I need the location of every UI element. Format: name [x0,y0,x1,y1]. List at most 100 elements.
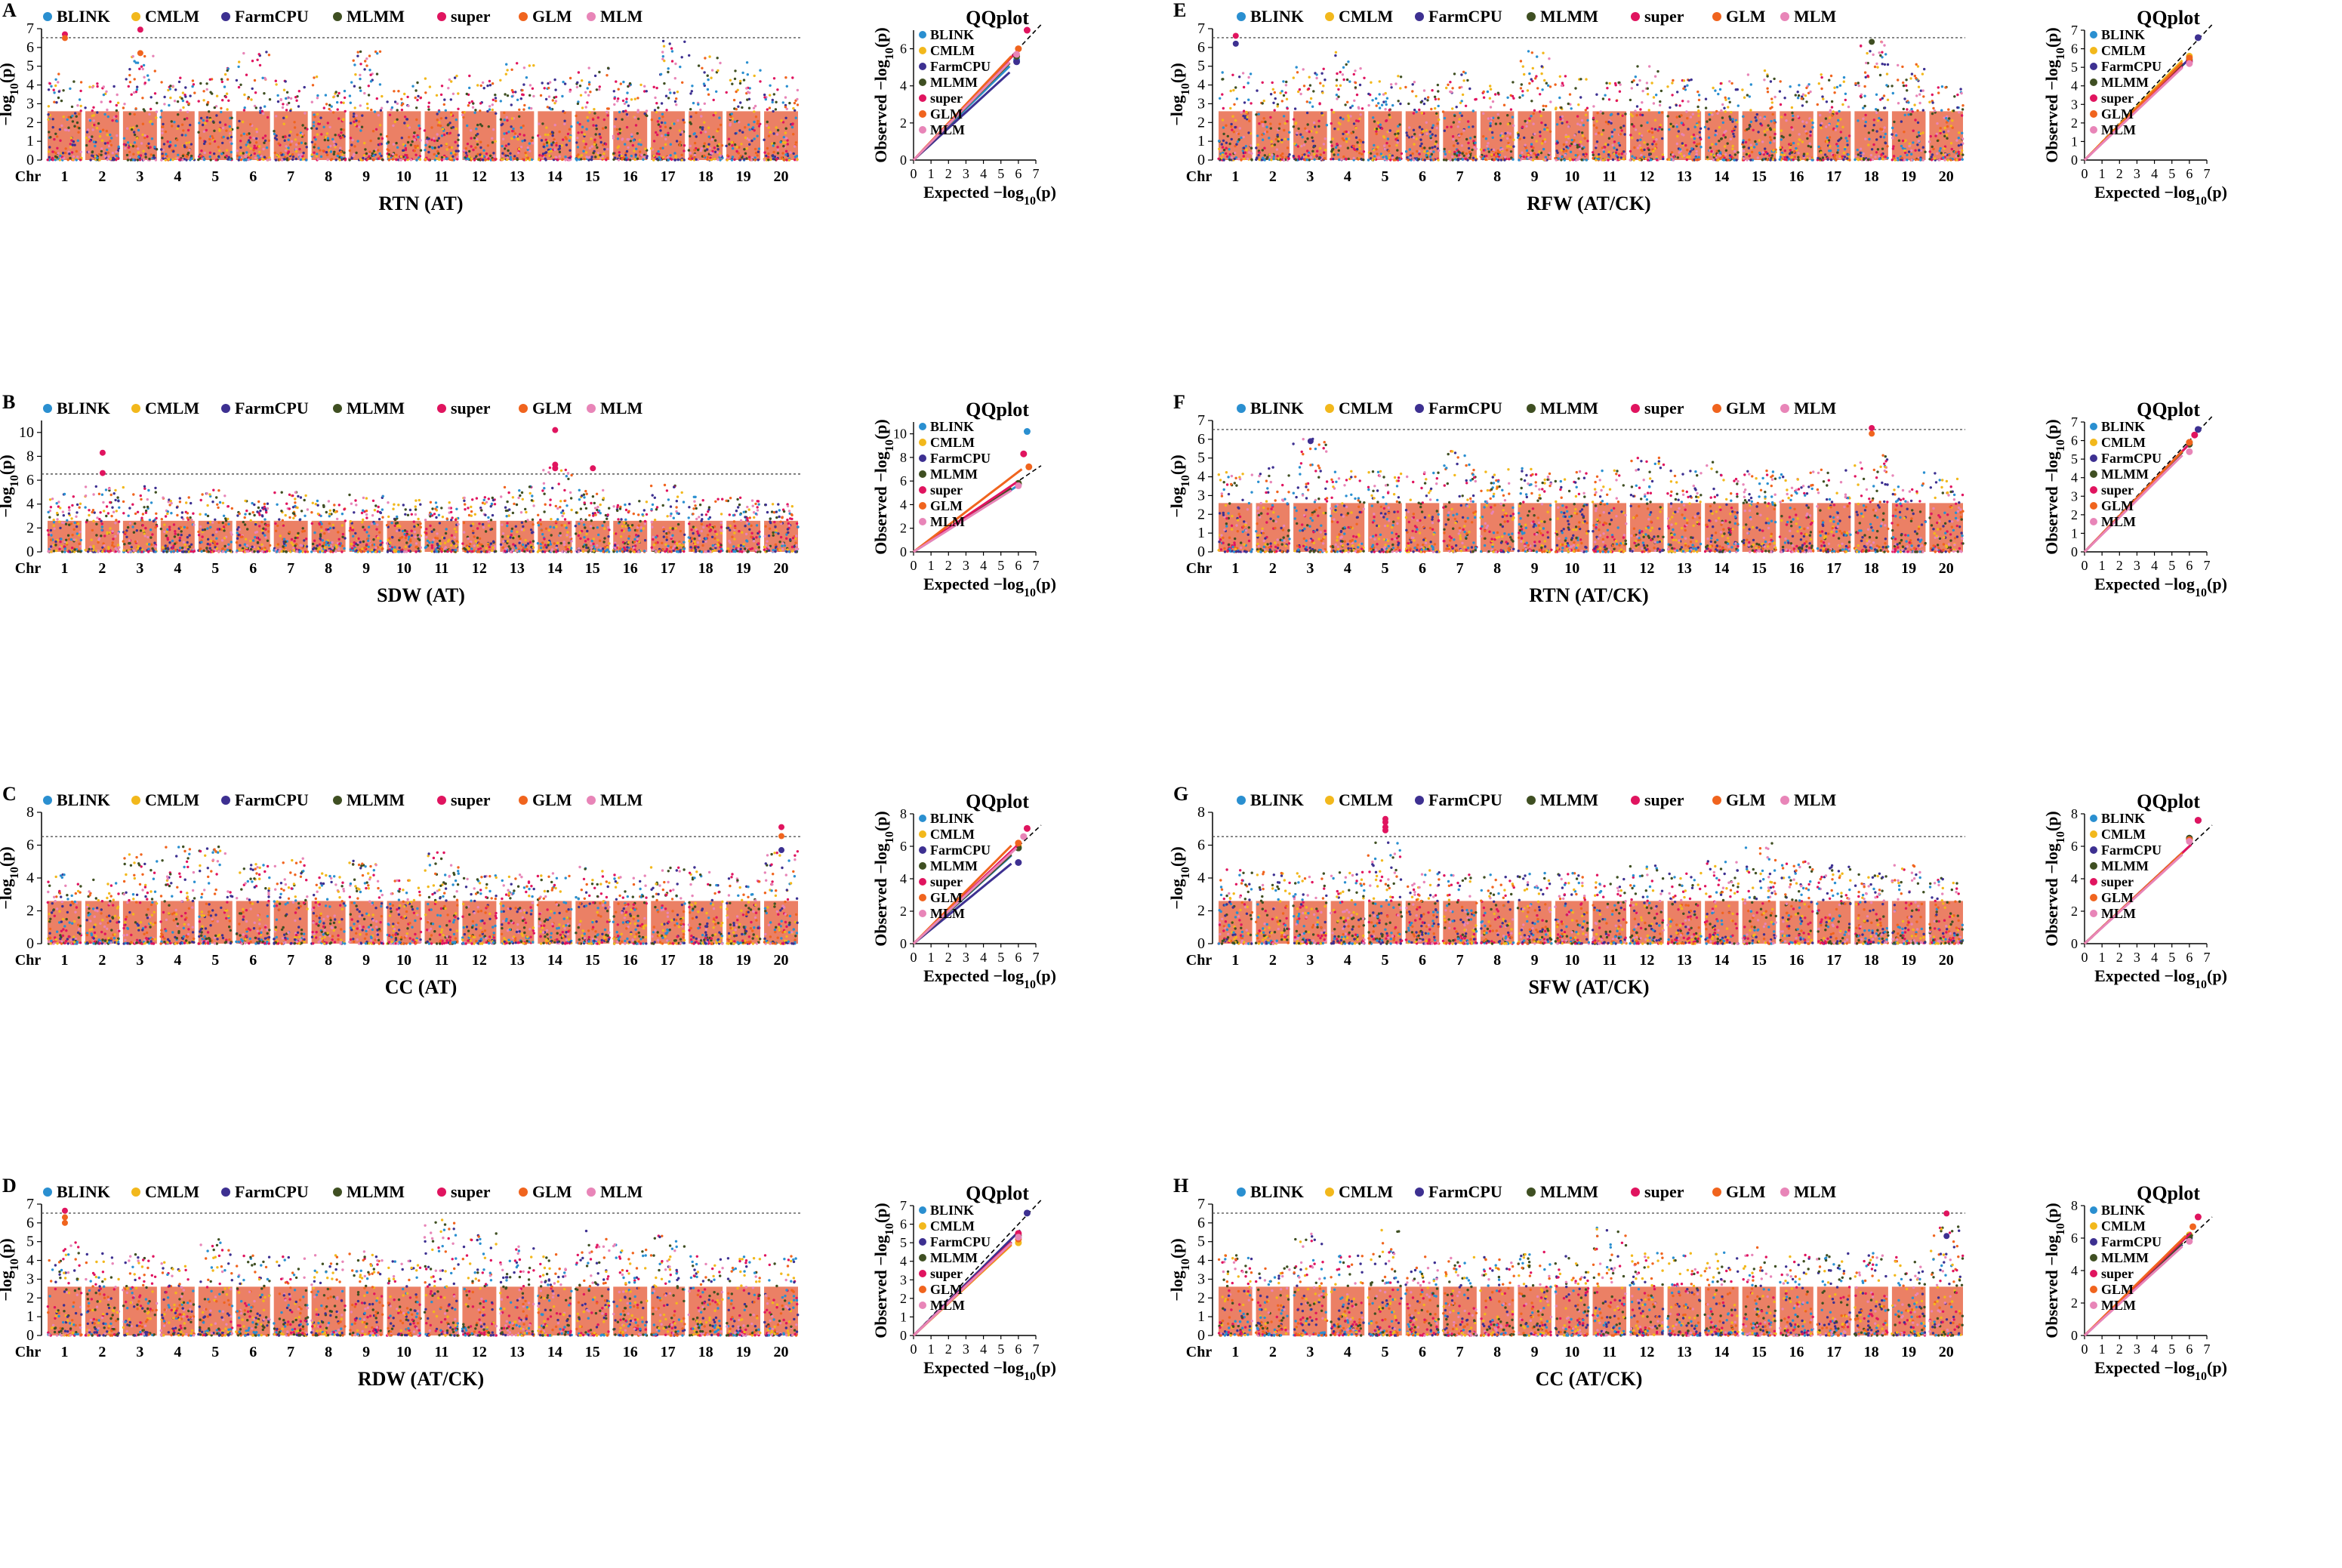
snp-point [116,104,118,106]
snp-point [501,145,503,147]
snp-point [180,109,182,111]
snp-point [225,96,227,98]
snp-point [506,69,508,71]
snp-point [236,155,239,157]
snp-point [553,138,555,140]
snp-point [479,109,481,112]
snp-point [77,131,79,134]
snp-point [518,116,520,118]
snp-point [106,134,109,136]
snp-point [414,149,416,152]
snp-point [99,135,101,137]
snp-point [100,100,103,103]
snp-point [204,140,206,143]
snp-point [396,146,399,149]
snp-point [596,146,598,149]
snp-point [285,109,288,111]
snp-point [358,120,360,122]
snp-point [455,75,458,77]
snp-point [300,134,302,137]
snp-point [532,88,534,90]
snp-point [507,149,509,152]
snp-point [314,138,316,140]
snp-point [492,99,495,101]
snp-point [419,97,421,99]
snp-point [589,147,591,149]
snp-point [376,97,378,100]
snp-point [260,155,262,157]
snp-point [193,91,196,94]
snp-point [350,122,352,124]
snp-point [455,141,457,143]
snp-point [596,128,598,130]
snp-point [281,159,283,161]
snp-point [154,92,156,94]
snp-point [75,116,78,118]
snp-point [316,134,319,136]
snp-point [337,108,339,110]
snp-point [255,106,257,109]
snp-point [525,159,527,161]
snp-point [169,85,171,87]
snp-point [528,142,531,144]
snp-point [259,64,261,66]
snp-point [424,129,426,131]
snp-point [585,156,587,158]
snp-point [221,99,223,101]
snp-point [300,142,303,144]
snp-point [54,85,57,87]
snp-point [280,98,282,100]
snp-point [135,145,137,147]
snp-point [428,137,430,140]
snp-point [69,146,72,148]
snp-point [436,112,439,115]
snp-point [159,116,162,119]
legend-A: BLINK CMLM FarmCPU MLMM super GLM MLM [43,7,643,26]
snp-point [282,103,284,105]
snp-point [569,128,571,131]
snp-point [247,97,249,100]
snp-point [597,156,599,159]
snp-point [433,146,436,149]
legend-label-MLM: MLM [600,7,643,26]
snp-point [484,159,486,161]
snp-point [392,153,394,156]
snp-point [482,149,485,152]
snp-point [214,106,216,109]
snp-point [134,107,137,109]
snp-point [436,119,439,121]
snp-point [176,157,178,159]
snp-point [587,94,590,97]
snp-point [256,131,258,133]
snp-point [450,98,452,100]
snp-point [585,128,587,130]
snp-point [206,119,208,122]
snp-point [289,143,291,146]
snp-point [313,146,315,148]
snp-point [137,147,139,149]
snp-point [372,159,374,161]
snp-point [568,159,570,161]
snp-point [57,72,60,75]
snp-point [451,156,454,158]
snp-point [223,85,226,88]
snp-point [360,159,362,161]
snp-point [174,144,177,146]
snp-point [442,128,444,130]
snp-point [262,112,264,115]
snp-point [404,154,406,156]
snp-point [487,144,489,146]
legend-marker-CMLM [131,12,140,21]
snp-point [96,127,98,129]
snp-point [357,51,359,53]
snp-point [76,156,79,158]
snp-point [402,143,405,146]
snp-point [337,117,340,119]
snp-point [502,138,504,140]
snp-point [152,55,154,57]
snp-point [185,142,187,144]
snp-point [592,152,594,154]
snp-point [136,125,138,127]
snp-point [407,125,409,127]
snp-point [380,133,382,135]
